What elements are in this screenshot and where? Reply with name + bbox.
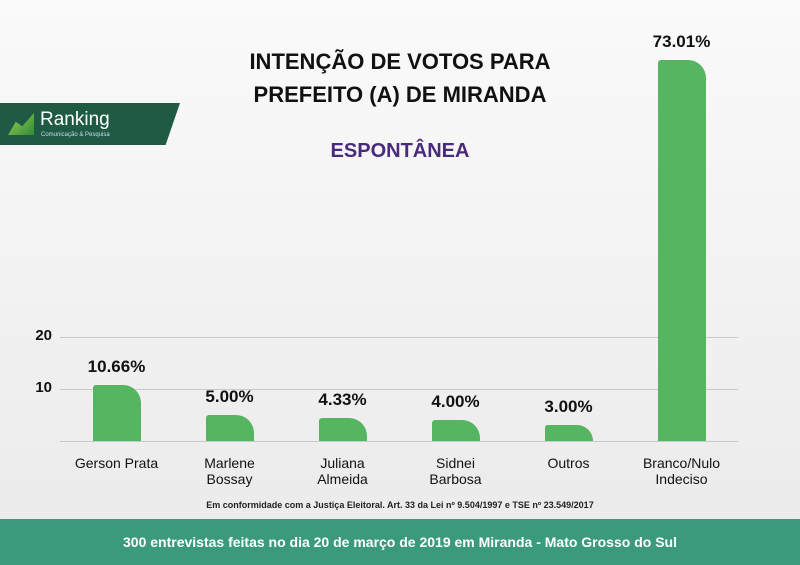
y-tick-label: 20 (35, 326, 52, 344)
value-label: 4.00% (431, 392, 480, 412)
chart-title: INTENÇÃO DE VOTOS PARA PREFEITO (A) DE M… (249, 49, 551, 107)
bar (318, 418, 367, 441)
chart-subtitle: ESPONTÂNEA (330, 140, 470, 162)
y-tick-label: 10 (35, 378, 52, 396)
value-label: 3.00% (544, 397, 593, 417)
grid-line (60, 388, 738, 390)
note: Em conformidade com a Justiça Eleitoral.… (206, 500, 594, 510)
x-tick-label: Gerson Prata (74, 455, 159, 471)
x-tick-label: Sidnei Barbosa (429, 455, 482, 487)
value-label: 4.33% (318, 390, 367, 410)
logo-icon (8, 113, 34, 135)
footer: 300 entrevistas feitas no dia 20 de març… (0, 519, 800, 565)
bar (657, 60, 706, 441)
logo: Ranking Comunicação & Pesquisa (0, 103, 180, 145)
x-tick-label: Juliana Almeida (317, 455, 368, 487)
x-tick-label: Outros (547, 455, 590, 471)
x-tick-label: Branco/Nulo Indeciso (642, 455, 721, 487)
value-label: 5.00% (205, 386, 254, 406)
bar (431, 420, 480, 441)
bar (205, 414, 254, 441)
logo-name: Ranking (40, 109, 110, 130)
value-label: 10.66% (87, 357, 146, 377)
bar (92, 385, 141, 441)
value-label: 73.01% (652, 32, 711, 52)
baseline (60, 441, 738, 442)
logo-tagline: Comunicação & Pesquisa (41, 132, 110, 138)
grid-line (60, 336, 738, 338)
x-tick-label: Marlene Bossay (204, 455, 255, 487)
bar (544, 425, 593, 441)
